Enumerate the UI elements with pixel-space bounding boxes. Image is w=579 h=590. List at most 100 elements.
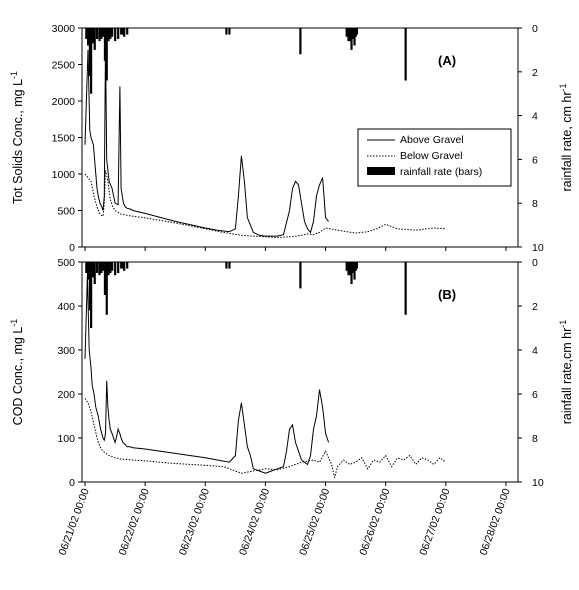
y-axis-label: Tot Solids Conc., mg L-1 — [9, 71, 25, 204]
y-axis-label: COD Conc., mg L-1 — [9, 319, 25, 426]
y-tick-label: 0 — [69, 242, 75, 254]
rainfall-bar — [105, 262, 108, 315]
rainfall-bar — [102, 28, 105, 37]
rainfall-bar — [109, 28, 112, 39]
rainfall-bar — [350, 262, 353, 284]
y-tick-label: 2500 — [52, 60, 76, 72]
y2-tick-label: 6 — [532, 154, 538, 166]
x-tick-label: 06/26/02 00:00 — [357, 487, 392, 557]
legend-swatch-rainfall — [367, 167, 395, 175]
rainfall-bar — [345, 28, 348, 37]
rainfall-bar — [114, 28, 117, 42]
series-above-gravel — [84, 42, 329, 237]
rainfall-bar — [109, 262, 112, 273]
y-tick-label: 400 — [57, 301, 75, 313]
rainfall-bar — [117, 28, 120, 39]
legend-box — [357, 128, 512, 187]
rainfall-bar — [98, 262, 101, 276]
rainfall-bar — [123, 262, 126, 271]
rainfall-bar — [85, 262, 88, 273]
y2-axis-label-sup: -1 — [558, 320, 568, 328]
rainfall-bar — [345, 262, 348, 271]
rainfall-bar — [105, 28, 108, 81]
x-tick-label: 06/21/02 00:00 — [57, 487, 92, 557]
series-below-gravel — [84, 170, 446, 239]
rainfall-bar — [121, 28, 124, 35]
rainfall-bar — [228, 28, 231, 35]
x-tick-label: 06/27/02 00:00 — [417, 487, 452, 557]
y2-tick-label: 2 — [532, 301, 538, 313]
panel-label: (B) — [438, 287, 456, 302]
y2-axis-label: rainfall rate,cm hr-1 — [558, 320, 574, 425]
rainfall-bar — [350, 28, 353, 50]
rainfall-bar — [90, 262, 93, 328]
y-tick-label: 100 — [57, 433, 75, 445]
rainfall-bar — [123, 28, 126, 37]
rainfall-bar — [93, 28, 96, 50]
y2-tick-label: 4 — [532, 345, 538, 357]
y-tick-label: 1500 — [52, 133, 76, 145]
rainfall-bar — [103, 28, 107, 61]
y-tick-label: 300 — [57, 345, 75, 357]
panel-b: 0 100 200 300 400 500 0 2 4 6 8 10 COD Conc., mg L-1… — [9, 257, 574, 489]
rainfall-bar — [111, 28, 114, 37]
x-tick-label: 06/23/02 00:00 — [177, 487, 212, 557]
y2-axis-label: rainfall rate, cm hr-1 — [558, 83, 574, 191]
rainfall-bar — [225, 262, 228, 269]
y-tick-label: 1000 — [52, 169, 76, 181]
legend-entry: rainfall rate (bars) — [400, 166, 482, 178]
series-above-gravel — [84, 275, 330, 474]
rainfall-bar — [351, 28, 354, 39]
rainfall-bar — [351, 262, 354, 273]
rainfall-bar — [121, 262, 124, 269]
rainfall-bar — [126, 262, 129, 269]
y-tick-label: 200 — [57, 389, 75, 401]
rainfall-bar — [100, 262, 103, 273]
rainfall-bar — [299, 262, 302, 289]
rainfall-bar — [114, 262, 117, 276]
rainfall-bar — [91, 28, 95, 44]
legend-entry: Below Gravel — [400, 150, 462, 162]
panel-a: 0 500 1000 1500 2000 2500 3000 0 2 4 6 8 10 Tot Solid… — [9, 23, 574, 254]
rainfall-bar — [353, 262, 356, 280]
rainfall-bar — [85, 28, 88, 39]
rainfall-bar — [354, 262, 357, 271]
legend: Above Gravel Below Gravel rainfall rate (b… — [357, 128, 512, 187]
rainfall-bar — [228, 262, 231, 269]
rainfall-bar — [100, 28, 103, 39]
rainfall-bar — [404, 28, 407, 81]
rainfall-bar — [347, 262, 350, 276]
rainfall-bar — [96, 28, 99, 39]
y2-tick-label: 10 — [532, 477, 544, 489]
panel-label: (A) — [438, 53, 456, 68]
rainfall-bar — [347, 28, 350, 42]
y2-tick-label: 6 — [532, 389, 538, 401]
y2-tick-label: 0 — [532, 257, 538, 269]
rainfall-bar — [299, 28, 302, 55]
rainfall-bar — [353, 28, 356, 46]
y2-axis-label-sup: -1 — [558, 83, 568, 91]
rainfall-bar — [98, 28, 101, 42]
rainfall-bar — [90, 28, 93, 94]
rainfall-bar — [91, 262, 95, 278]
rainfall-bar — [355, 28, 359, 35]
x-tick-label: 06/22/02 00:00 — [117, 487, 152, 557]
rainfall-bar — [87, 262, 90, 280]
rainfall-bar — [107, 28, 110, 42]
rainfall-bar — [111, 262, 114, 271]
rainfall-bar — [102, 262, 105, 271]
y-axis-label-sup: -1 — [9, 71, 19, 79]
rainfall-bar — [354, 28, 357, 37]
y-tick-label: 2000 — [52, 96, 76, 108]
y2-tick-label: 4 — [532, 111, 538, 123]
rainfall-bar — [348, 262, 351, 276]
legend-entry: Above Gravel — [400, 134, 464, 146]
rainfall-bar — [126, 28, 129, 35]
rainfall-bar — [88, 262, 92, 311]
rainfall-bar — [93, 262, 96, 284]
y2-tick-label: 2 — [532, 67, 538, 79]
rainfall-bar — [87, 28, 90, 46]
y-tick-label: 500 — [57, 206, 75, 218]
rainfall-bar — [88, 28, 92, 77]
